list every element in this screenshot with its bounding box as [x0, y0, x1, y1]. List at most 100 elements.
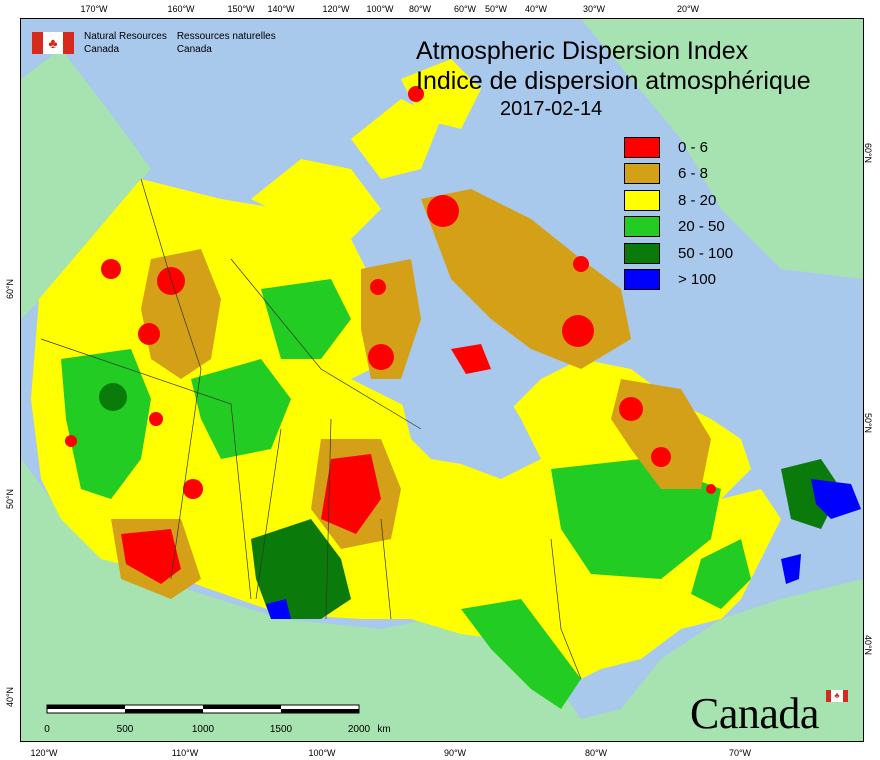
zone-green-atl — [691, 539, 751, 609]
zone-red-ellesmere — [427, 195, 459, 227]
zone-green-west — [61, 349, 151, 499]
map-title-fr: Indice de dispersion atmosphérique — [416, 67, 811, 95]
hudson-bay — [401, 359, 541, 479]
legend-swatch — [624, 163, 660, 185]
right-tick: 50°N — [863, 412, 874, 434]
zone-red-bc — [121, 529, 181, 584]
top-tick: 120°W — [322, 4, 350, 14]
top-tick: 50°W — [484, 4, 508, 14]
boundary-sask-manitoba — [325, 418, 332, 620]
legend-swatch — [624, 189, 660, 211]
top-tick: 160°W — [167, 4, 195, 14]
ellesmere-island — [401, 59, 481, 129]
legend-item: 50 - 100 — [624, 240, 733, 267]
scale-unit: km — [377, 724, 391, 735]
zone-red-baffin — [562, 315, 594, 347]
zone-red-3 — [138, 323, 160, 345]
top-tick: 100°W — [366, 4, 394, 14]
scale-bar: 0 500 1000 1500 2000 km — [44, 703, 391, 738]
top-tick: 80°W — [408, 4, 432, 14]
scale-label: 1500 — [269, 724, 293, 735]
top-tick: 140°W — [267, 4, 295, 14]
boundary-ontario-quebec — [550, 538, 582, 680]
bottom-tick: 70°W — [728, 748, 752, 758]
legend-swatch — [624, 216, 660, 238]
zone-darkgreen-north — [99, 383, 127, 411]
legend-label: 8 - 20 — [678, 191, 717, 209]
agency-fr-line1: Ressources naturelles — [176, 31, 276, 42]
zone-darkgreen-prairie — [251, 519, 351, 619]
zone-red-nunavut — [370, 279, 386, 295]
legend: 0 - 6 6 - 8 8 - 20 20 - 50 50 - 100 > 100 — [624, 134, 733, 293]
top-tick: 60°W — [453, 4, 477, 14]
zone-red-quebec2 — [651, 447, 671, 467]
agency-name-en: Natural Resources Canada — [84, 30, 167, 56]
agency-name-fr: Ressources naturelles Canada — [177, 30, 276, 56]
legend-label: 0 - 6 — [678, 138, 709, 156]
right-tick: 60°N — [863, 142, 874, 164]
zone-red-ellesmere-n — [408, 86, 424, 102]
legend-item: 0 - 6 — [624, 134, 733, 161]
legend-swatch — [624, 242, 660, 264]
map-date: 2017-02-14 — [500, 98, 603, 120]
boundary-alberta-sask — [255, 428, 282, 600]
bottom-tick: 110°W — [171, 748, 199, 758]
arctic-island-2 — [351, 99, 441, 179]
top-tick: 170°W — [80, 4, 108, 14]
wordmark-flag-icon: ♣ — [826, 690, 848, 702]
left-tick: 40°N — [5, 686, 16, 708]
boundary-manitoba-ontario — [380, 518, 392, 620]
legend-label: > 100 — [678, 271, 716, 289]
agency-signature: ♣ Natural Resources Canada Ressources na… — [32, 30, 276, 56]
boundaries — [40, 178, 582, 680]
zone-red-baffin-n — [573, 256, 589, 272]
zone-red-manitoba — [321, 454, 381, 534]
left-tick: 50°N — [5, 488, 16, 510]
legend-item: 6 - 8 — [624, 161, 733, 188]
zone-red-nb — [706, 484, 716, 494]
scale-bar-graphic — [46, 704, 360, 714]
legend-item: 20 - 50 — [624, 214, 733, 241]
zone-blue-nfld — [811, 479, 861, 519]
zone-green-north — [261, 279, 351, 359]
bottom-tick: 120°W — [30, 748, 58, 758]
zone-blue-sask — [266, 599, 291, 619]
title-block: Atmospheric Dispersion Index Indice de d… — [416, 36, 811, 121]
canada-flag-icon: ♣ — [32, 32, 74, 54]
zone-green-south — [461, 599, 581, 709]
legend-label: 50 - 100 — [678, 244, 734, 262]
zone-red-kivalliq — [368, 344, 394, 370]
boundary-nwt-nunavut — [230, 258, 422, 430]
scale-label: 500 — [116, 724, 134, 735]
zone-red-1 — [101, 259, 121, 279]
agency-en-line1: Natural Resources — [84, 31, 167, 42]
map-title-en: Atmospheric Dispersion Index — [416, 37, 749, 65]
legend-label: 6 - 8 — [678, 165, 709, 183]
zone-red-hudsonstrait — [451, 344, 491, 374]
alaska-land — [21, 49, 151, 319]
boundary-bc-alberta — [40, 338, 252, 600]
zone-blue-cb — [781, 554, 801, 584]
right-tick: 40°N — [863, 634, 874, 656]
canada-wordmark: Canada — [690, 689, 819, 738]
zone-red-4 — [149, 412, 163, 426]
left-tick: 60°N — [5, 278, 16, 300]
zone-red-6 — [183, 479, 203, 499]
legend-item: > 100 — [624, 267, 733, 294]
boundary-yukon-nwt — [140, 178, 202, 580]
legend-label: 20 - 50 — [678, 218, 725, 236]
canada-dispersion-map — [21, 19, 863, 741]
map-frame — [20, 18, 864, 742]
top-tick: 40°W — [524, 4, 548, 14]
legend-swatch — [624, 269, 660, 291]
bottom-tick: 90°W — [443, 748, 467, 758]
bottom-tick: 100°W — [308, 748, 336, 758]
top-tick: 30°W — [582, 4, 606, 14]
agency-en-line2: Canada — [84, 44, 120, 55]
zone-red-5 — [65, 435, 77, 447]
agency-fr-line2: Canada — [176, 44, 212, 55]
top-tick: 150°W — [227, 4, 255, 14]
zone-red-quebec1 — [619, 397, 643, 421]
zone-red-2 — [157, 267, 185, 295]
scale-label: 2000 — [347, 724, 371, 735]
